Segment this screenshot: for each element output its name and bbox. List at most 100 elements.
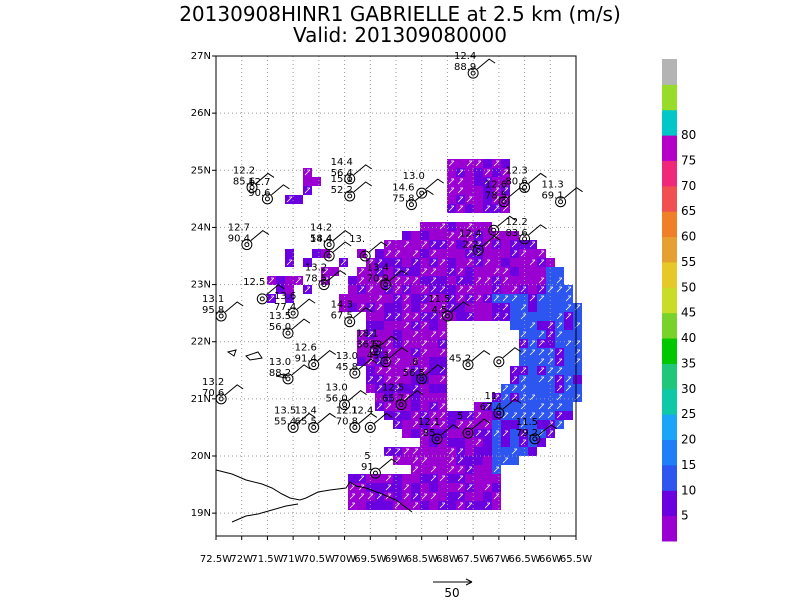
wind-cell [492, 258, 501, 267]
wind-cell [276, 285, 285, 294]
wind-cell [402, 402, 411, 411]
wind-cell [330, 267, 339, 276]
wind-cell [393, 366, 402, 375]
colorbar-segment [662, 414, 677, 441]
station-ring [380, 356, 392, 368]
station-dot [285, 376, 291, 382]
station-speed: 12.1 [418, 417, 440, 428]
station-barb [358, 412, 378, 424]
station-dot [311, 362, 317, 368]
wind-vector [457, 187, 464, 194]
wind-cell [411, 483, 420, 492]
station-speed: 12.6 [295, 343, 317, 354]
wind-vector [295, 277, 302, 284]
wind-vector [457, 493, 464, 500]
wind-cell [528, 357, 537, 366]
wind-cell [393, 303, 402, 312]
colorbar: 5 10 15 20 25 30 35 40 45 50 55 60 65 70 75 80 [662, 59, 696, 542]
wind-cell [402, 429, 411, 438]
station-speed: 12.2 [505, 217, 527, 228]
wind-cell [528, 249, 537, 258]
wind-vector [394, 268, 401, 275]
station-ring [215, 310, 227, 322]
wind-cell [501, 438, 510, 447]
wind-vector [493, 277, 500, 284]
wind-vector [412, 331, 419, 338]
wind-cell [420, 465, 429, 474]
wind-cell [555, 267, 564, 276]
lat-tick-label: 22N [191, 337, 211, 348]
station-dot [496, 410, 502, 416]
station-barb [348, 389, 367, 401]
station-ring [349, 367, 361, 379]
wind-cell [528, 285, 537, 294]
colorbar-segment [662, 109, 677, 136]
wind-cell [546, 294, 555, 303]
colorbar-segment [662, 59, 677, 85]
station-direction: 91.4 [295, 354, 317, 365]
wind-vector [439, 502, 446, 509]
lat-tick-label: 25N [191, 165, 211, 176]
station-speed: 12.4 [459, 228, 481, 239]
colorbar-segment [662, 135, 677, 161]
station-barb [353, 181, 372, 193]
station-dot [347, 193, 353, 199]
wind-vector [520, 250, 527, 257]
wind-cell [510, 402, 519, 411]
wind-cell [411, 393, 420, 402]
wind-vector [565, 304, 572, 311]
station-barb [451, 301, 470, 313]
station-dot [218, 396, 224, 402]
wind-cell [474, 465, 483, 474]
lat-tick-label: 21N [191, 394, 211, 405]
station-ring [498, 196, 510, 208]
wind-cell [510, 438, 519, 447]
wind-vector [511, 286, 518, 293]
wind-cell [492, 501, 501, 510]
page-title: 20130908HINR1 GABRIELLE at 2.5 km (m/s) … [0, 4, 800, 46]
colorbar-segment [662, 515, 677, 542]
station-ring [472, 244, 484, 256]
wind-cell [483, 159, 492, 168]
wind-cell [474, 420, 483, 429]
wind-cell [375, 501, 384, 510]
lon-tick-label: 72W [230, 554, 253, 565]
wind-vector [511, 367, 518, 374]
wind-cell [528, 375, 537, 384]
station-direction: 58.4 [310, 234, 332, 245]
lat-tick-label: 27N [191, 51, 211, 62]
station-dot [470, 70, 476, 76]
wind-cell [402, 249, 411, 258]
wind-vector [466, 160, 473, 167]
wind-cell [447, 195, 456, 204]
station: 12.170.8 [336, 405, 378, 433]
station-direction: 90.6 [248, 188, 270, 199]
lon-tick-label: 72.5W [200, 554, 232, 565]
station-ring [493, 356, 505, 368]
wind-cell [510, 321, 519, 330]
wind-cell [528, 366, 537, 375]
station: 14.367.5 [331, 300, 372, 328]
station-ring [256, 293, 268, 305]
station-ring [339, 399, 351, 411]
wind-vector [439, 412, 446, 419]
station: 12.790.4 [228, 223, 270, 251]
wind-vector [439, 421, 446, 428]
wind-cell [501, 240, 510, 249]
station-direction: 56.0 [325, 394, 347, 405]
station: 12.185 [418, 417, 460, 445]
lat-tick-labels: 27N 26N 25N 24N 23N 22N 21N 20N 19N [191, 51, 216, 519]
wind-cell [528, 384, 537, 393]
wind-vector [493, 241, 500, 248]
station-ring [431, 433, 443, 445]
station-speed: 13. [349, 234, 365, 245]
wind-cell [366, 294, 375, 303]
wind-cell [456, 438, 465, 447]
station-barb [471, 349, 491, 361]
wind-vector [457, 205, 464, 212]
wind-cell [420, 483, 429, 492]
station-barb [415, 189, 434, 201]
wind-vector [430, 313, 437, 320]
colorbar-segment [662, 388, 677, 415]
wind-cell [474, 492, 483, 501]
